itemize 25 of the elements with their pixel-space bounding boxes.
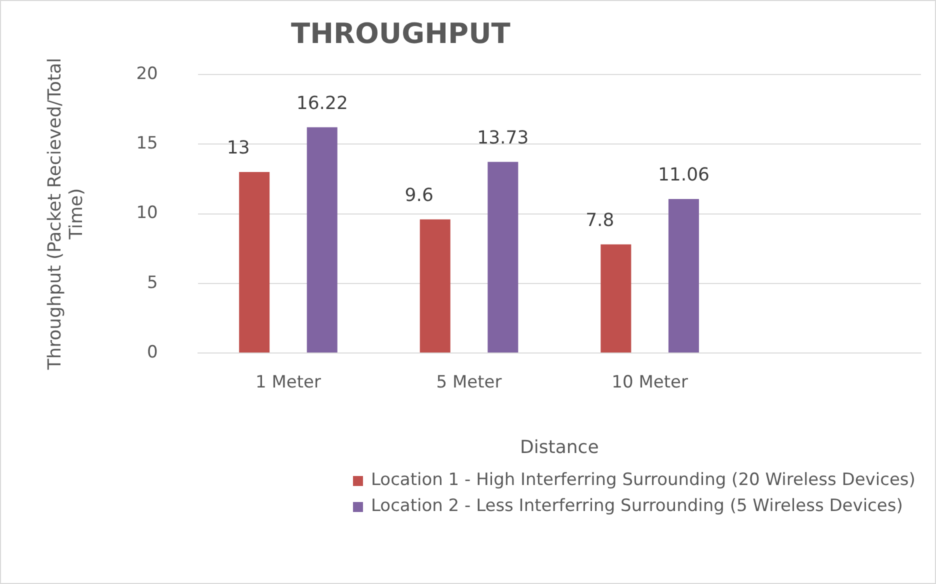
bar [239,172,270,352]
bar [306,127,338,352]
data-label: 11.06 [658,164,710,186]
legend-label: Location 1 - High Interferring Surrounding (20 Wireless Devices) [371,469,916,492]
x-tick-label: 5 Meter [436,372,502,393]
bar [668,199,699,352]
data-label: 16.22 [296,92,348,114]
bar [600,244,632,352]
bar [488,162,518,352]
chart-title: THROUGHPUT [291,17,510,50]
data-label: 13 [226,138,250,159]
bar [420,219,450,352]
y-tick-label: 20 [136,64,158,84]
y-tick-label: 5 [147,272,158,293]
data-label: 7.8 [586,210,614,232]
y-tick-label: 10 [136,203,158,224]
legend-label: Location 2 - Less Interferring Surrounding (5 Wireless Devices) [371,495,903,518]
data-label: 9.6 [404,185,434,206]
x-tick-label: 10 Meter [612,372,688,393]
data-label: 13.73 [477,128,529,149]
x-tick-label: 1 Meter [255,372,321,393]
x-axis-title: Distance [520,436,599,458]
y-axis-title: Throughput (Packet Recieved/Total Time) [44,58,88,371]
y-tick-label: 15 [136,134,158,154]
y-tick-label: 0 [147,342,158,362]
